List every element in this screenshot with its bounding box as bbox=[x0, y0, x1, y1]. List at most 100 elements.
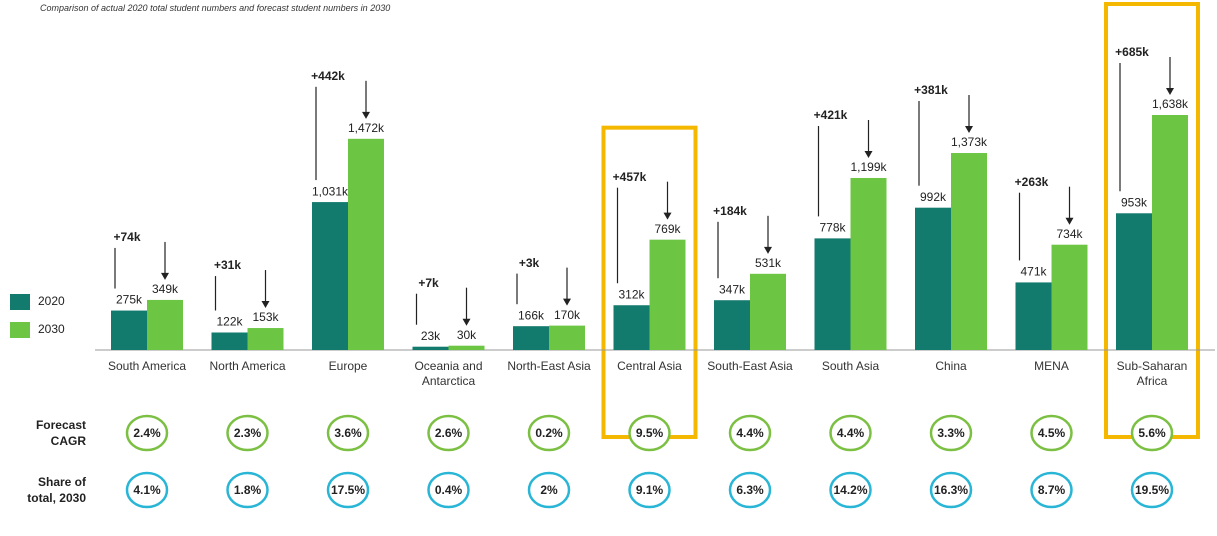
subtitle: Comparison of actual 2020 total student … bbox=[40, 3, 391, 13]
category-label: MENA bbox=[1034, 359, 1069, 373]
category-label: South Asia bbox=[821, 359, 880, 373]
value-label: 347k bbox=[719, 282, 746, 296]
value-label: 166k bbox=[518, 308, 545, 322]
metric-label: 4.4% bbox=[736, 426, 764, 440]
metric-circle bbox=[728, 414, 772, 452]
metric-label: 16.3% bbox=[934, 483, 968, 497]
value-label: 122k bbox=[216, 315, 243, 329]
change-label: +263k bbox=[1015, 175, 1049, 189]
change-label: +381k bbox=[914, 83, 948, 97]
legend-label: 2020 bbox=[38, 294, 65, 308]
metric-label: 8.7% bbox=[1038, 483, 1066, 497]
value-label: 471k bbox=[1020, 265, 1047, 279]
arrow-head bbox=[663, 212, 672, 220]
category-label: North America bbox=[209, 359, 286, 373]
change-label: +184k bbox=[713, 204, 747, 218]
metric-label: 0.2% bbox=[535, 426, 563, 440]
bar bbox=[211, 332, 248, 350]
metric-label: 4.1% bbox=[133, 483, 161, 497]
metric-label: 9.5% bbox=[636, 426, 664, 440]
legend-swatch bbox=[10, 294, 30, 310]
change-label: +31k bbox=[214, 258, 241, 272]
metric-label: 14.2% bbox=[833, 483, 867, 497]
arrow-head bbox=[161, 272, 169, 280]
value-label: 992k bbox=[920, 190, 947, 204]
change-label: +74k bbox=[113, 230, 140, 244]
value-label: 23k bbox=[421, 329, 441, 343]
metric-circle bbox=[728, 471, 772, 509]
metric-label: 17.5% bbox=[331, 483, 365, 497]
category-label: South America bbox=[107, 359, 187, 373]
arrow-head bbox=[764, 246, 772, 254]
category-label: South-East Asia bbox=[707, 359, 793, 373]
metric-circle bbox=[527, 414, 571, 452]
metric-circle bbox=[527, 471, 571, 509]
bar bbox=[1015, 282, 1052, 350]
metric-circle bbox=[226, 471, 269, 509]
category-label: Europe bbox=[328, 359, 368, 373]
value-label: 349k bbox=[152, 282, 179, 296]
metric-circle bbox=[628, 414, 671, 452]
category-label: Oceania and Antarctica bbox=[414, 359, 483, 388]
metric-label: 2% bbox=[540, 483, 558, 497]
bar bbox=[147, 299, 183, 350]
change-label: +457k bbox=[613, 170, 647, 184]
arrow-head bbox=[965, 126, 973, 134]
metric-label: 4.4% bbox=[837, 426, 865, 440]
value-label: 30k bbox=[457, 328, 477, 342]
arrow-head bbox=[563, 298, 571, 306]
metric-circle bbox=[929, 471, 973, 509]
bar bbox=[613, 305, 650, 350]
metric-circle bbox=[829, 414, 872, 452]
bar bbox=[513, 326, 549, 350]
bar bbox=[915, 207, 951, 350]
change-label: +685k bbox=[1115, 45, 1149, 59]
metric-circle bbox=[1030, 414, 1073, 452]
value-label: 312k bbox=[618, 287, 645, 301]
bar bbox=[111, 310, 147, 350]
metric-label: 3.3% bbox=[937, 426, 965, 440]
metric-circle bbox=[326, 414, 370, 452]
category-label: Sub-Saharan Africa bbox=[1116, 359, 1188, 388]
change-label: +421k bbox=[814, 108, 848, 122]
metric-label: 4.5% bbox=[1038, 426, 1066, 440]
bar bbox=[247, 328, 284, 350]
metric-circle bbox=[829, 471, 872, 509]
value-label: 953k bbox=[1121, 195, 1148, 209]
change-label: +7k bbox=[418, 276, 439, 290]
bar bbox=[348, 138, 384, 350]
category-label: China bbox=[935, 359, 967, 373]
value-label: 1,031k bbox=[312, 184, 349, 198]
value-label: 275k bbox=[116, 293, 143, 307]
value-label: 1,373k bbox=[951, 135, 988, 149]
bar bbox=[412, 346, 449, 350]
metric-label: 2.4% bbox=[133, 426, 161, 440]
metric-circle bbox=[427, 414, 470, 452]
metric-label: 2.6% bbox=[435, 426, 463, 440]
bar bbox=[649, 239, 686, 350]
bar bbox=[850, 177, 887, 350]
bar bbox=[1116, 213, 1152, 350]
arrow-head bbox=[261, 301, 270, 309]
category-label: Central Asia bbox=[617, 359, 682, 373]
bar bbox=[1152, 115, 1188, 350]
bar bbox=[1051, 244, 1088, 350]
arrow-head bbox=[1166, 88, 1174, 95]
bar bbox=[549, 325, 585, 350]
metric-circle bbox=[929, 414, 973, 452]
metric-label: 1.8% bbox=[234, 483, 262, 497]
metric-circle bbox=[1030, 471, 1073, 509]
arrow-head bbox=[864, 150, 873, 158]
bar bbox=[714, 300, 750, 350]
bar bbox=[814, 238, 851, 350]
value-label: 778k bbox=[819, 221, 846, 235]
change-label: +442k bbox=[311, 69, 345, 83]
metric-circle bbox=[427, 471, 470, 509]
legend-swatch bbox=[10, 322, 30, 338]
arrow-head bbox=[462, 318, 471, 326]
metric-label: 6.3% bbox=[736, 483, 764, 497]
value-label: 1,472k bbox=[348, 121, 385, 135]
value-label: 769k bbox=[654, 222, 681, 236]
metric-circle bbox=[628, 471, 671, 509]
